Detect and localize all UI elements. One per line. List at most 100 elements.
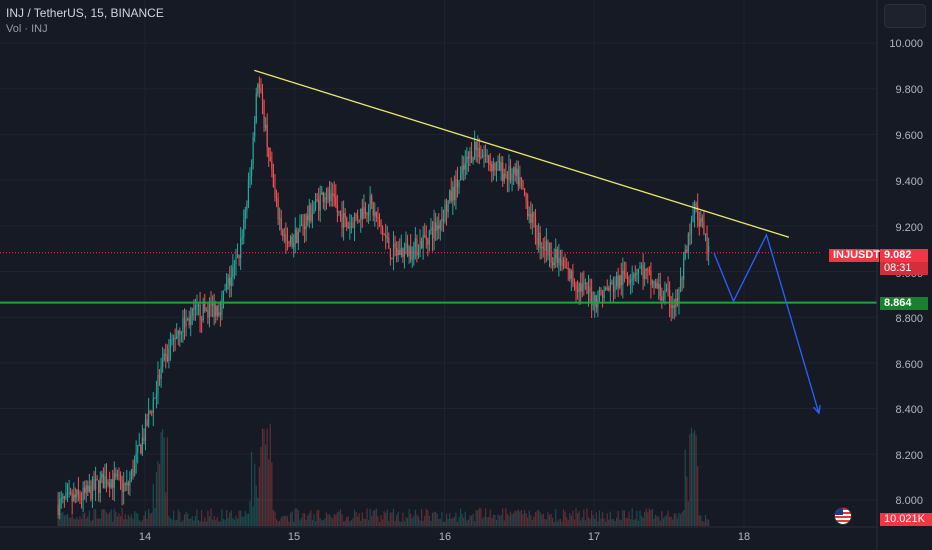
volume-bar [667,510,669,526]
candle-body [679,278,682,290]
price-tick: 8.200 [895,450,923,462]
volume-bar [286,516,289,526]
volume-bar [534,512,537,526]
candle-body [447,200,449,213]
volume-bar [349,521,351,526]
volume-bar [505,508,507,526]
volume-bar [483,516,485,526]
candle-body [651,280,654,285]
candle-body [658,284,660,289]
volume-bar [87,516,89,526]
us-flag-icon[interactable] [834,507,852,525]
candle-body [265,124,267,128]
volume-bar [138,520,140,526]
volume-bar [374,510,376,526]
volume-bar [197,519,200,526]
volume-bar [199,521,201,526]
candle-body [314,198,317,209]
volume-bar [313,514,315,526]
volume-bar [692,432,694,526]
volume-bar [700,515,702,526]
volume-bar [60,513,62,526]
volume-bar [431,512,434,526]
volume-bar [570,515,572,526]
support-price-badge: 8.864 [880,297,928,310]
candle-body [405,243,407,249]
candle-body [196,305,198,307]
candle-body [347,226,349,229]
candle-body [129,478,131,486]
volume-bar [367,520,370,526]
volume-bar [279,520,281,526]
volume-bar [628,511,630,526]
volume-bar [572,510,574,526]
volume-bar [289,512,292,526]
candle-body [615,275,618,286]
volume-bar [241,516,243,526]
volume-bar [441,511,443,526]
chart-title[interactable]: INJ / TetherUS, 15, BINANCE [6,6,164,20]
candle-body [374,211,376,216]
toolbar-button[interactable] [884,4,926,28]
volume-bar [422,521,424,526]
candle-body [408,246,410,257]
volume-bar [123,519,125,526]
volume-bar [480,508,482,526]
volume-bar [94,509,97,526]
volume-bar [433,511,435,526]
candle-body [88,485,90,492]
volume-bar [520,510,523,526]
candle-body [62,496,64,499]
candle-body [207,310,209,318]
candle-body [531,212,533,223]
candle-body [377,217,379,219]
volume-bar [672,519,674,526]
candle-body [244,210,246,220]
volume-bar [561,521,563,526]
candle-body [509,165,512,181]
volume-bar [631,508,633,526]
volume-bar [430,520,432,526]
candle-body [224,289,226,291]
candle-body [90,485,92,500]
volume-bar [143,515,145,526]
volume-legend[interactable]: Vol · INJ [6,23,48,35]
candle-body [132,469,134,476]
volume-bar [258,466,260,526]
candle-body [665,288,668,290]
candle-body [503,173,505,181]
candle-body [584,282,586,285]
volume-bar [90,520,92,526]
volume-bar [690,427,693,526]
candle-body [274,187,276,198]
candle-body [102,473,104,489]
candle-body [640,265,643,267]
time-tick: 16 [438,531,452,543]
volume-bar [297,510,299,526]
volume-bar [324,518,326,526]
candle-body [520,177,523,181]
candle-body [425,236,427,240]
volume-bar [135,512,137,526]
candle-body [553,258,555,266]
candle-body [59,499,61,515]
candle-body [626,276,629,280]
volume-bar [243,516,245,526]
volume-bar [600,518,602,526]
volume-bar [221,509,223,526]
candle-body [74,494,76,498]
candle-body [94,478,97,490]
candle-body [583,283,585,285]
candle-body [552,262,554,266]
volume-bar [640,515,643,526]
candle-body [690,220,693,235]
candle-body [336,205,338,213]
candle-body [229,278,231,286]
volume-bar [470,515,473,526]
volume-bar [191,516,193,526]
candle-body [352,222,354,228]
candle-body [650,271,652,285]
volume-bar [141,520,143,526]
volume-bar [701,520,703,526]
